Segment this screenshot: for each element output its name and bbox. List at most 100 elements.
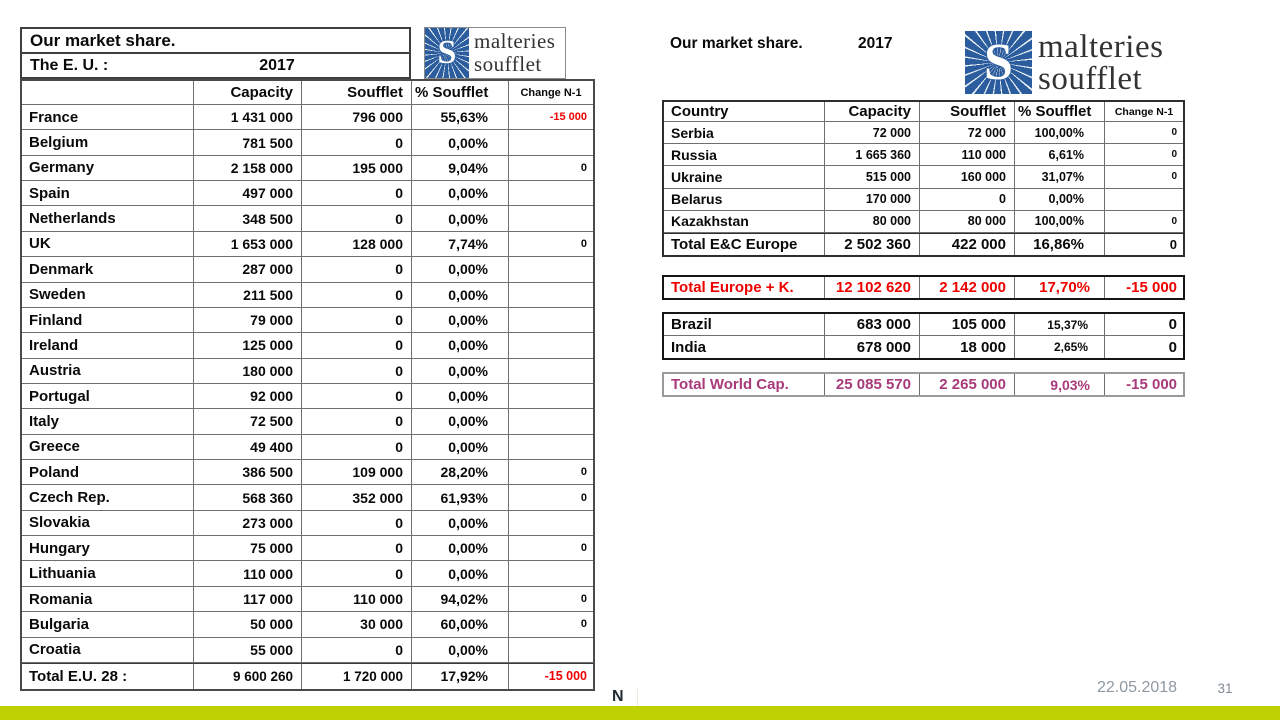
eu-table-cell: Germany — [22, 155, 194, 182]
ec-total-cell: 16,86% — [1015, 233, 1105, 255]
eu-header-cell: Capacity — [194, 81, 302, 105]
eu-table-cell: 0 — [302, 510, 412, 537]
eu-table-cell: 75 000 — [194, 536, 302, 562]
world-table-cell: 0 — [1105, 144, 1183, 167]
eu-table-cell — [509, 283, 593, 308]
eu-table-cell: Austria — [22, 358, 194, 384]
eu-header-cell: % Soufflet — [412, 81, 509, 105]
eu-table-cell — [509, 333, 593, 359]
world-table-cell: Ukraine — [664, 166, 825, 189]
world-table-cell: 72 000 — [825, 122, 920, 145]
eu-table-cell: 30 000 — [302, 612, 412, 638]
eu-table-cell: 0,00% — [412, 358, 509, 384]
americas-cell: 0 — [1105, 314, 1183, 336]
eu-table-cell: 0 — [302, 383, 412, 410]
eu-table-cell: 0 — [302, 358, 412, 384]
world-table-cell: 0 — [1105, 211, 1183, 233]
eu-table-cell — [509, 409, 593, 435]
eu-table-cell: 352 000 — [302, 485, 412, 511]
left-subtitle-box: The E. U. : 2017 — [20, 52, 411, 79]
eu-market-table: Capacity Soufflet% Soufflet Change N-1 Fra… — [20, 79, 595, 691]
eu-table-body: France 1 431 000 796 000 55,63% -15 000 Belgi… — [22, 105, 593, 663]
eu-total-cell: Total E.U. 28 : — [22, 663, 194, 689]
world-table-cell: 515 000 — [825, 166, 920, 189]
eu-table-cell: Belgium — [22, 130, 194, 156]
eu-total-cell: 9 600 260 — [194, 663, 302, 689]
world-header-cell: Soufflet — [920, 102, 1015, 122]
stray-divider — [637, 689, 638, 706]
eu-table-cell: 125 000 — [194, 333, 302, 359]
world-table-cell: Russia — [664, 144, 825, 167]
world-table-cell: 80 000 — [825, 210, 920, 233]
eu-table-cell: 0,00% — [412, 130, 509, 156]
logo-wordmark: malteries soufflet — [1032, 29, 1164, 96]
eu-table-cell: 9,04% — [412, 155, 509, 182]
eu-table-cell: 60,00% — [412, 612, 509, 638]
eu-table-cell: 2 158 000 — [194, 155, 302, 182]
eu-table-cell: 273 000 — [194, 510, 302, 537]
eu-header-cell: Change N-1 — [509, 81, 593, 105]
eu-table-cell: 0,00% — [412, 536, 509, 562]
eu-table-cell: Finland — [22, 307, 194, 334]
americas-table: Brazil 683 000 105 000 15,37% 0 India 678 000 1… — [662, 312, 1185, 360]
eu-table-cell: 110 000 — [194, 561, 302, 587]
world-total-cell: 2 265 000 — [920, 374, 1015, 395]
eu-table-cell: 0,00% — [412, 206, 509, 232]
soufflet-monogram-icon: S — [425, 28, 469, 78]
eu-table-cell: 0 — [302, 257, 412, 283]
ec-total-cell: 2 502 360 — [825, 233, 920, 255]
world-total-cell: 25 085 570 — [825, 374, 920, 395]
eu-table-cell: 0,00% — [412, 282, 509, 308]
eu-table-cell: Italy — [22, 409, 194, 435]
eu-table-cell: Sweden — [22, 282, 194, 308]
europe-total-cell: 12 102 620 — [825, 277, 920, 298]
eu-total-cell: -15 000 — [544, 669, 587, 684]
eu-table-cell: 0,00% — [412, 409, 509, 435]
left-title-box: Our market share. — [20, 27, 411, 54]
eu-table-cell: 0 — [302, 206, 412, 232]
eu-table-cell: 79 000 — [194, 307, 302, 334]
world-header-cell: Country — [664, 102, 825, 122]
eu-table-cell: 0 — [302, 333, 412, 359]
eu-table-cell: 0 — [509, 536, 593, 562]
world-table-cell: 110 000 — [920, 144, 1015, 167]
stray-letter: N — [612, 688, 624, 705]
eu-table-cell: France — [22, 105, 194, 131]
eu-table-cell: Bulgaria — [22, 612, 194, 638]
world-table-cell: 6,61% — [1015, 144, 1105, 167]
right-title: Our market share. — [670, 35, 803, 52]
eu-table-cell: 0 — [302, 637, 412, 663]
americas-cell: 683 000 — [825, 314, 920, 336]
eu-table-cell: Romania — [22, 586, 194, 613]
eu-table-cell: 109 000 — [302, 460, 412, 486]
eu-table-cell — [509, 511, 593, 537]
eu-table-cell — [509, 181, 593, 207]
world-table-cell: Kazakhstan — [664, 210, 825, 233]
americas-cell: India — [664, 336, 825, 358]
eu-table-cell: 94,02% — [412, 586, 509, 613]
world-table-cell: 100,00% — [1015, 122, 1105, 145]
soufflet-monogram-icon: S — [965, 31, 1032, 94]
eu-table-cell — [509, 308, 593, 334]
eu-table-cell: 0 — [509, 612, 593, 638]
eu-table-cell: 0 — [509, 587, 593, 613]
eu-header-cell — [22, 81, 194, 105]
eu-table-cell — [509, 435, 593, 461]
eu-table-cell: 0,00% — [412, 257, 509, 283]
eu-table-cell: 0,00% — [412, 181, 509, 207]
eu-table-cell: 110 000 — [302, 586, 412, 613]
world-header-cell: % Soufflet — [1015, 102, 1105, 122]
world-table-cell: Serbia — [664, 122, 825, 145]
eu-table-cell: 0 — [302, 181, 412, 207]
logo-line1: malteries — [1038, 29, 1164, 65]
eu-table-cell — [509, 384, 593, 410]
eu-table-cell: Ireland — [22, 333, 194, 359]
americas-cell: 0 — [1168, 338, 1177, 356]
logo-line1: malteries — [474, 29, 556, 53]
eu-table-cell: Spain — [22, 181, 194, 207]
eu-table-cell: Poland — [22, 460, 194, 486]
eu-table-cell: Czech Rep. — [22, 485, 194, 511]
world-total-cell: Total World Cap. — [664, 374, 825, 395]
logo-line2: soufflet — [474, 52, 542, 76]
world-total-cell: 9,03% — [1015, 374, 1105, 395]
